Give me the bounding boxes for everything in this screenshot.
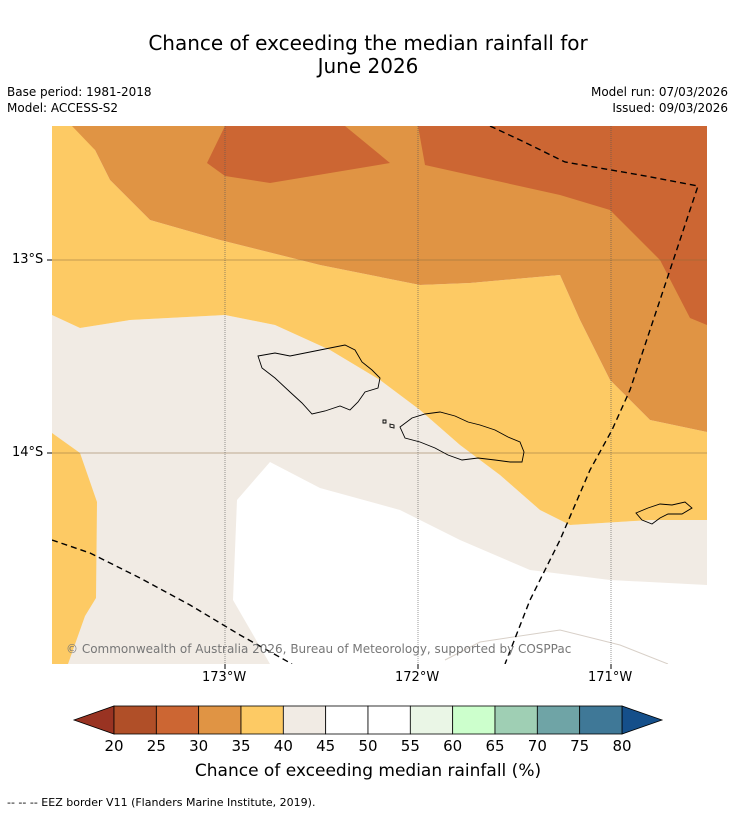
lat-label-13s: 13°S [12, 252, 44, 267]
colorbar-segment [367, 705, 411, 735]
savaii-island [257, 344, 381, 415]
model-name: Model: ACCESS-S2 [7, 101, 119, 115]
region-25-30-east [418, 126, 707, 325]
copyright-text: © Commonwealth of Australia 2026, Bureau… [66, 642, 571, 656]
colorbar-tick-label: 45 [316, 737, 336, 755]
lon-label-171w: 171°W [588, 670, 633, 685]
lon-label-172w: 172°W [395, 670, 440, 685]
colorbar-tick-label: 60 [443, 737, 463, 755]
lon-label-173w: 173°W [202, 670, 247, 685]
colorbar-tick-label: 75 [570, 737, 590, 755]
colorbar-segment [155, 705, 200, 735]
colorbar-over-arrow [621, 705, 664, 735]
colorbar-tick-label: 55 [400, 737, 420, 755]
upolu-island [399, 411, 525, 463]
manono-island [382, 419, 387, 424]
colorbar-tick-label: 80 [612, 737, 632, 755]
colorbar-segment [452, 705, 496, 735]
eez-legend-footer: -- -- -- EEZ border V11 (Flanders Marine… [7, 796, 316, 809]
region-25-30-north [207, 126, 390, 183]
region-40-45 [52, 315, 707, 664]
colorbar-tick-label: 20 [104, 737, 124, 755]
colorbar-tick-label: 30 [189, 737, 209, 755]
colorbar-under-arrow [72, 705, 115, 735]
colorbar-tick-label: 70 [527, 737, 547, 755]
colorbar-tick-label: 65 [485, 737, 505, 755]
colorbar-tick-label: 50 [358, 737, 378, 755]
colorbar-tick-label: 40 [273, 737, 293, 755]
issued-date: Issued: 09/03/2026 [612, 101, 728, 115]
contour-line [444, 629, 669, 664]
region-35-40-west [52, 433, 97, 664]
title-line-2: June 2026 [317, 54, 419, 78]
eez-border-north [489, 126, 699, 664]
base-period: Base period: 1981-2018 [7, 85, 152, 99]
lat-label-14s: 14°S [12, 445, 44, 460]
colorbar-tick-label: 25 [146, 737, 166, 755]
colorbar-segment [113, 705, 157, 735]
model-run: Model run: 07/03/2026 [590, 85, 728, 99]
region-30-35 [72, 126, 707, 432]
colorbar-segment [240, 705, 284, 735]
title-line-1: Chance of exceeding the median rainfall … [148, 31, 588, 55]
colorbar-segment [282, 705, 327, 735]
apolima-island [389, 423, 395, 429]
colorbar-title: Chance of exceeding median rainfall (%) [194, 761, 542, 781]
colorbar [72, 705, 664, 735]
colorbar-segment [494, 705, 538, 735]
colorbar-segment [325, 705, 369, 735]
region-35-40 [52, 126, 707, 525]
colorbar-tick-label: 35 [231, 737, 251, 755]
tutuila-island [635, 501, 693, 525]
colorbar-segment [409, 705, 454, 735]
map-area: © Commonwealth of Australia 2026, Bureau… [52, 126, 707, 664]
eez-border-southwest [52, 539, 293, 664]
colorbar-segment [579, 705, 623, 735]
colorbar-segment [536, 705, 581, 735]
colorbar-segment [198, 705, 242, 735]
